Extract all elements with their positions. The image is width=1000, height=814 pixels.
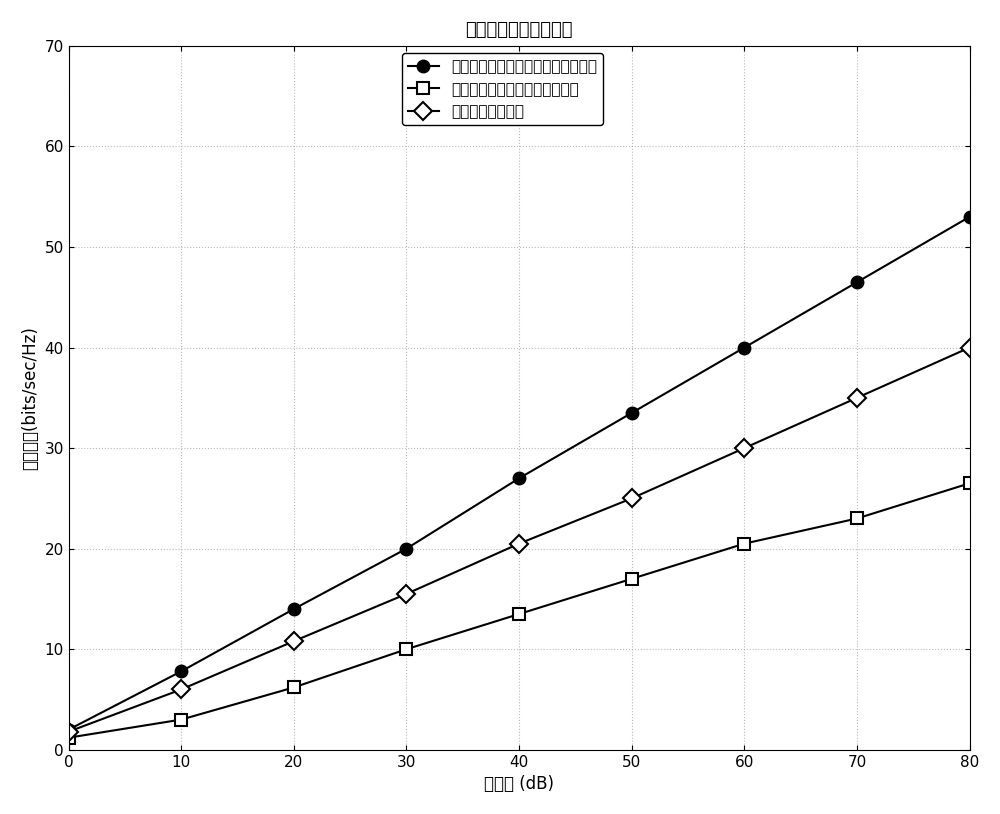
本发明的系统容量: [851, 393, 863, 403]
全双工基站蜂窝网络的理论系统容量: [851, 278, 863, 287]
半双工基站蜂窝网络的系统容量: [964, 479, 976, 488]
半双工基站蜂窝网络的系统容量: [288, 682, 300, 692]
Title: 系统容量和信噪比关系: 系统容量和信噪比关系: [465, 21, 573, 39]
全双工基站蜂窝网络的理论系统容量: [288, 604, 300, 614]
本发明的系统容量: [738, 444, 750, 453]
半双工基站蜂窝网络的系统容量: [175, 715, 187, 724]
全双工基站蜂窝网络的理论系统容量: [626, 408, 638, 418]
本发明的系统容量: [175, 685, 187, 694]
本发明的系统容量: [400, 589, 412, 599]
半双工基站蜂窝网络的系统容量: [738, 539, 750, 549]
本发明的系统容量: [63, 727, 75, 737]
本发明的系统容量: [964, 343, 976, 352]
Legend: 全双工基站蜂窝网络的理论系统容量, 半双工基站蜂窝网络的系统容量, 本发明的系统容量: 全双工基站蜂窝网络的理论系统容量, 半双工基站蜂窝网络的系统容量, 本发明的系统…: [402, 53, 603, 125]
半双工基站蜂窝网络的系统容量: [851, 514, 863, 523]
X-axis label: 信噪比 (dB): 信噪比 (dB): [484, 775, 554, 793]
半双工基站蜂窝网络的系统容量: [513, 609, 525, 619]
全双工基站蜂窝网络的理论系统容量: [400, 544, 412, 554]
半双工基站蜂窝网络的系统容量: [626, 574, 638, 584]
全双工基站蜂窝网络的理论系统容量: [63, 724, 75, 734]
本发明的系统容量: [513, 539, 525, 549]
Y-axis label: 系统容量(bits/sec/Hz): 系统容量(bits/sec/Hz): [21, 326, 39, 470]
本发明的系统容量: [288, 637, 300, 646]
半双工基站蜂窝网络的系统容量: [400, 645, 412, 654]
全双工基站蜂窝网络的理论系统容量: [513, 474, 525, 484]
半双工基站蜂窝网络的系统容量: [63, 733, 75, 742]
本发明的系统容量: [626, 493, 638, 503]
Line: 本发明的系统容量: 本发明的系统容量: [62, 341, 976, 738]
Line: 全双工基站蜂窝网络的理论系统容量: 全双工基站蜂窝网络的理论系统容量: [62, 211, 976, 736]
全双工基站蜂窝网络的理论系统容量: [964, 212, 976, 221]
全双工基站蜂窝网络的理论系统容量: [175, 667, 187, 676]
全双工基站蜂窝网络的理论系统容量: [738, 343, 750, 352]
Line: 半双工基站蜂窝网络的系统容量: 半双工基站蜂窝网络的系统容量: [62, 477, 976, 744]
